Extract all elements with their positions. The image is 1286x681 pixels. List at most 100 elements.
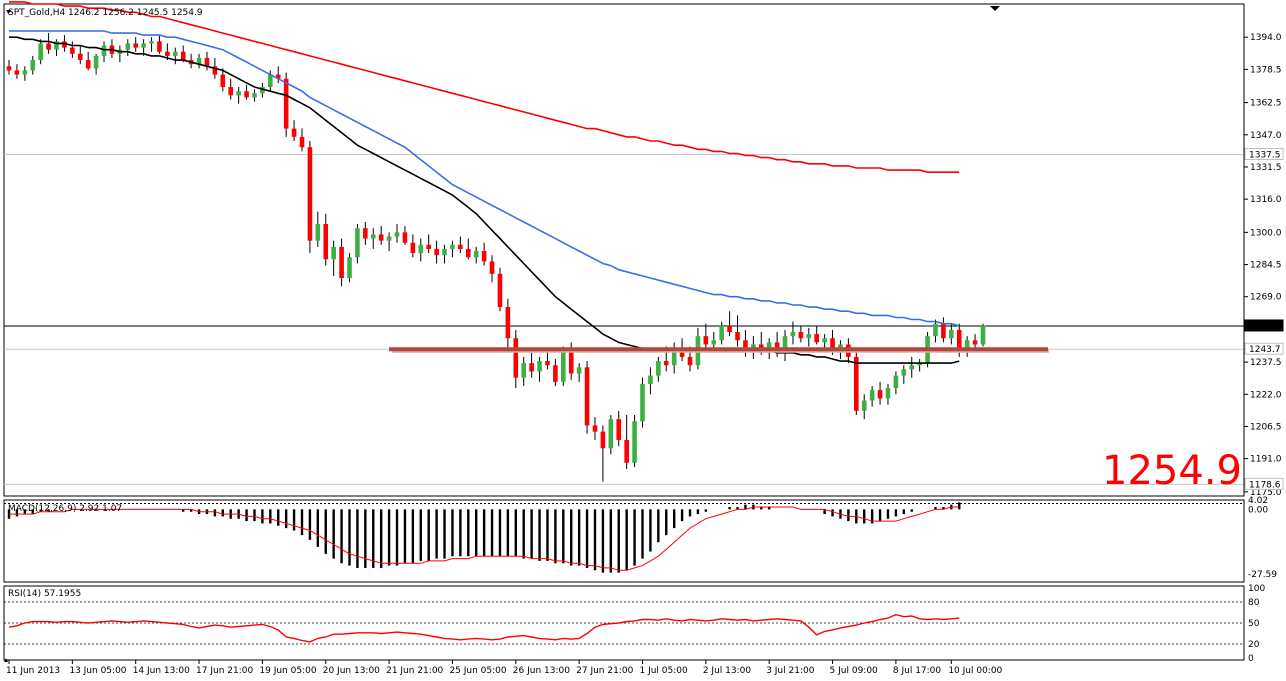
bull-candle (473, 246, 479, 264)
main-panel[interactable]: 1394.0 1378.5 1362.5 1347.0 1331.5 1316.0 1300… (3, 1, 1284, 498)
candle-body (465, 248, 471, 258)
candle-body (822, 338, 827, 343)
candle-body (956, 329, 962, 351)
bear-candle (291, 120, 297, 142)
bear-candle (941, 317, 946, 343)
candle-body (711, 340, 717, 345)
macd-title: MACD(12,26,9) 2.92 1.07 (8, 504, 122, 514)
bull-candle (806, 327, 812, 347)
rsi-axis-tick-label: 100 (1248, 584, 1265, 594)
candle-body (600, 431, 606, 449)
candle-body (315, 224, 321, 241)
candle-body (236, 91, 241, 96)
bull-candle (236, 87, 241, 104)
bear-candle (481, 242, 487, 266)
rsi-axis-tick-label: 20 (1248, 640, 1260, 650)
bull-candle (917, 358, 922, 372)
candle-body (608, 419, 614, 449)
time-axis-tick-label: 25 Jun 05:00 (449, 666, 506, 676)
candle-body (260, 87, 265, 94)
candle-body (941, 323, 946, 339)
macd-signal-line (9, 506, 960, 571)
candle-body (339, 246, 344, 279)
bull-candle (347, 253, 352, 283)
candle-body (632, 421, 637, 463)
candle-body (656, 361, 661, 376)
candle-body (6, 66, 12, 71)
bear-candle (735, 315, 740, 347)
time-axis-tick-label: 21 Jun 21:00 (386, 666, 443, 676)
candle-body (378, 234, 384, 241)
macd-axis-tick-label: 0.00 (1248, 505, 1268, 515)
price-marker-label: 1243.7 (1249, 345, 1281, 355)
macd-axis-tick-label: -27.59 (1248, 570, 1277, 580)
bull-candle (933, 319, 938, 343)
bear-candle (434, 240, 439, 264)
main-title: SPT_Gold,H4 1246.2 1256.2 1245.5 1254.9 (8, 8, 203, 18)
big-price-label: 1254.9 (1102, 448, 1242, 494)
price-axis-tick-label: 1316.0 (1250, 195, 1282, 205)
rsi-axis: 100 80 50 20 0 (1243, 584, 1265, 664)
main-price-axis: 1394.0 1378.5 1362.5 1347.0 1331.5 1316.0 1300… (1243, 4, 1284, 498)
candle-body (838, 344, 843, 349)
candle-body (933, 323, 938, 337)
price-marker-box (1244, 342, 1284, 355)
bear-candle (244, 84, 249, 100)
bull-candle (893, 371, 899, 395)
candle-body (149, 41, 154, 44)
price-axis-tick-label: 1394.0 (1250, 33, 1282, 43)
candle-body (592, 425, 598, 432)
price-axis-tick-label: 1237.5 (1250, 358, 1282, 368)
candle-body (727, 325, 732, 332)
candle-body (77, 53, 83, 61)
candle-body (537, 361, 542, 372)
candle-body (38, 43, 43, 61)
candle-body (830, 338, 835, 349)
macd-panel[interactable]: 4.020.00 -27.59 MACD(12,26,9) 2.92 1.07 (3, 496, 1277, 583)
candle-body (418, 244, 424, 254)
bear-candle (220, 68, 226, 92)
bear-candle (972, 334, 978, 349)
candle-body (529, 363, 534, 372)
candle-body (489, 261, 495, 274)
macd-axis: 4.020.00 -27.59 (1243, 496, 1277, 582)
rsi-axis-tick-label: 50 (1248, 619, 1260, 629)
bear-candle (727, 311, 732, 337)
candle-body (70, 47, 75, 54)
price-axis-tick-label: 1175.0 (1250, 488, 1282, 498)
bull-candle (949, 323, 954, 345)
candle-body (521, 363, 527, 378)
chart-shift-marker-icon[interactable] (990, 6, 1000, 11)
candle-body (307, 147, 313, 241)
price-marker-label: 1337.5 (1249, 151, 1281, 161)
time-axis-tick-label: 20 Jun 13:00 (323, 666, 380, 676)
bull-candle (608, 415, 614, 455)
candle-body (355, 228, 360, 258)
bull-candle (869, 385, 875, 407)
price-axis-tick-label: 1347.0 (1250, 131, 1282, 141)
candle-body (212, 66, 218, 75)
bear-candle (363, 221, 368, 245)
candle-body (434, 248, 439, 256)
candle-body (54, 41, 59, 50)
bear-candle (323, 213, 329, 266)
time-axis: 11 Jun 2013 13 Jun 05:00 14 Jun 13:00 17 Ju… (4, 658, 1003, 676)
bear-candle (14, 64, 20, 79)
bull-candle (885, 383, 891, 405)
rsi-panel[interactable]: 100 80 50 20 0 RSI(14) 57.1955 (3, 584, 1265, 664)
time-axis-tick-label: 11 Jun 2013 (6, 666, 60, 676)
time-axis-tick-label: 8 Jul 17:00 (893, 666, 942, 676)
bull-candle (640, 377, 645, 428)
rsi-title: RSI(14) 57.1955 (8, 589, 81, 599)
candle-body (14, 70, 20, 75)
time-axis-tick-label: 26 Jun 13:00 (513, 666, 570, 676)
fast-moving-average-line (9, 36, 960, 364)
time-axis-tick-label: 27 Jun 21:00 (576, 666, 633, 676)
bull-candle (125, 39, 131, 56)
candle-body (885, 388, 891, 399)
candle-body (22, 70, 28, 75)
candle-body (901, 369, 907, 376)
candle-body (93, 55, 99, 69)
dropdown-arrow-icon[interactable] (6, 10, 11, 14)
